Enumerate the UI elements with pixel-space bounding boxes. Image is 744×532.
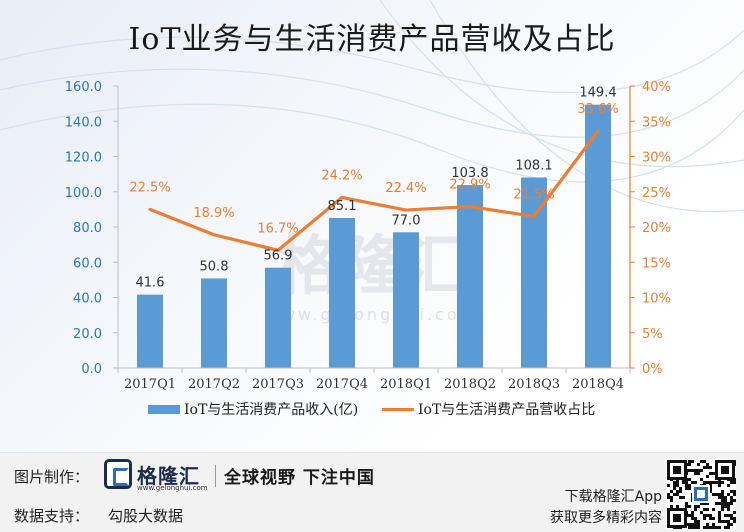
bar-2017Q4 (329, 218, 355, 368)
x-tick-label: 2018Q1 (380, 377, 432, 392)
bar-series (137, 104, 611, 369)
share-value-label: 18.9% (193, 206, 234, 221)
watermark-url: www.gelonghui.com (266, 305, 478, 324)
data-labels: 41.6 50.8 56.9 85.1 77.0 103.8 108.1 149.4 22.5%… (129, 86, 618, 291)
right-tick-label: 25% (642, 186, 671, 201)
left-tick-label: 160.0 (65, 80, 102, 95)
bar-value-label: 50.8 (200, 259, 229, 274)
legend-bar-label: IoT与生活消费产品收入(亿) (184, 402, 359, 418)
x-tick-label: 2017Q2 (188, 377, 240, 392)
right-tick-label: 5% (642, 327, 663, 342)
left-tick-label: 100.0 (65, 186, 102, 201)
left-tick-label: 80.0 (73, 221, 102, 236)
bar-value-label: 56.9 (264, 249, 293, 264)
share-point-2017Q2 (212, 233, 216, 237)
right-tick-label: 35% (642, 115, 671, 130)
bar-value-label: 41.6 (136, 276, 165, 291)
brand-logo-icon (104, 459, 132, 489)
data-support-value: 勾股大数据 (108, 507, 184, 525)
share-point-2018Q3 (532, 214, 536, 218)
left-tick-label: 40.0 (73, 292, 102, 307)
x-tick-label: 2018Q4 (572, 377, 624, 392)
brand-name: 格隆汇 (137, 464, 200, 488)
x-tick-label: 2017Q3 (252, 377, 304, 392)
x-tick-label: 2017Q4 (316, 377, 368, 392)
left-tick-label: 60.0 (73, 256, 102, 271)
chart-title: IoT业务与生活消费产品营收及占比 (128, 22, 616, 57)
bar-2018Q3 (521, 177, 547, 368)
bar-2017Q3 (265, 267, 291, 368)
right-tick-label: 10% (642, 292, 671, 307)
legend: IoT与生活消费产品收入(亿) IoT与生活消费产品营收占比 (0, 398, 744, 420)
bar-2017Q1 (137, 294, 163, 368)
footer: 图片制作： 格隆汇 www.gelonghui.com 全球视野 下注中国 数据… (0, 452, 744, 532)
x-tick-label: 2018Q2 (444, 377, 496, 392)
share-value-label: 22.9% (449, 178, 490, 193)
bar-2018Q4 (585, 104, 611, 369)
bar-value-label: 108.1 (515, 158, 552, 173)
share-value-label: 22.5% (129, 180, 170, 195)
share-point-2018Q4 (596, 129, 600, 133)
qr-code-icon[interactable] (666, 459, 736, 529)
legend-bar-swatch (148, 404, 180, 414)
brand-slogan: 全球视野 下注中国 (224, 468, 375, 488)
left-tick-label: 120.0 (65, 151, 102, 166)
left-tick-label: 140.0 (65, 115, 102, 130)
x-tick-label: 2017Q1 (124, 377, 176, 392)
legend-line-label: IoT与生活消费产品营收占比 (418, 402, 596, 418)
share-value-label: 33.6% (577, 102, 618, 117)
right-tick-label: 15% (642, 256, 671, 271)
share-point-2017Q3 (276, 248, 280, 252)
bar-2017Q2 (201, 278, 227, 368)
legend-item-line: IoT与生活消费产品营收占比 (382, 398, 595, 420)
legend-item-bar: IoT与生活消费产品收入(亿) (148, 398, 358, 420)
share-point-2017Q1 (148, 207, 152, 211)
app-download-text: 下载格隆汇App (564, 489, 662, 505)
right-tick-label: 40% (642, 80, 671, 95)
bar-2018Q2 (457, 185, 483, 368)
app-promo-text: 获取更多精彩内容 (550, 510, 662, 526)
watermark-text: 格隆汇 (276, 230, 468, 304)
bar-value-label: 77.0 (392, 213, 421, 228)
bar-value-label: 103.8 (451, 166, 488, 181)
right-tick-label: 20% (642, 221, 671, 236)
right-tick-label: 30% (642, 151, 671, 166)
left-tick-label: 20.0 (73, 327, 102, 342)
line-series (148, 129, 600, 252)
bar-value-label: 149.4 (579, 86, 616, 101)
x-tick-label: 2018Q3 (508, 377, 560, 392)
share-line (149, 130, 600, 252)
bar-value-label: 85.1 (328, 199, 357, 214)
share-value-label: 24.2% (321, 168, 362, 183)
bar-2018Q1 (393, 232, 419, 368)
data-support-label: 数据支持： (14, 507, 90, 525)
brand-url: www.gelonghui.com (137, 484, 208, 492)
legend-line-swatch (382, 407, 414, 411)
share-point-2018Q1 (404, 208, 408, 212)
made-by-label: 图片制作： (14, 468, 90, 486)
brand-logo: 格隆汇 www.gelonghui.com (104, 459, 210, 493)
left-tick-label: 0.0 (81, 362, 102, 377)
right-tick-label: 0% (642, 362, 663, 377)
share-point-2018Q2 (468, 205, 472, 209)
share-value-label: 16.7% (257, 221, 298, 236)
share-value-label: 22.4% (385, 181, 426, 196)
share-value-label: 21.5% (513, 187, 554, 202)
footer-divider (215, 465, 216, 487)
axes: 0.0 20.0 40.0 60.0 80.0 100.0 120.0 140.0 160.0 0… (65, 80, 671, 392)
share-point-2017Q4 (340, 195, 344, 199)
